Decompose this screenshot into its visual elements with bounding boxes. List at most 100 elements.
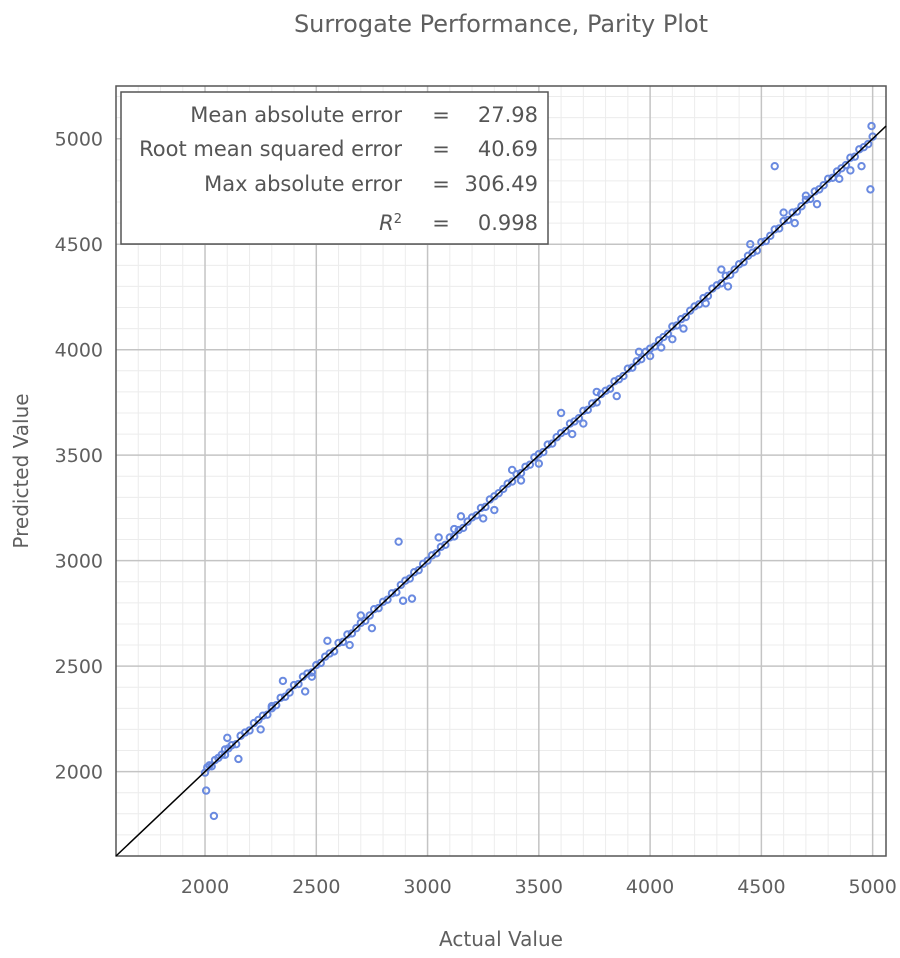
scatter-point [494,488,503,498]
scatter-point [605,384,615,393]
scatter-point [770,161,779,171]
scatter-point [347,629,357,638]
stat-equals: = [432,137,450,161]
scatter-point [254,715,263,725]
scatter-point [245,726,254,735]
scatter-point [592,387,601,397]
scatter-points [200,121,877,821]
scatter-point [850,152,860,161]
scatter-point [612,391,621,401]
scatter-point [525,460,535,469]
scatter-point [866,185,875,194]
x-tick-label: 3000 [403,876,451,898]
scatter-point [396,580,406,590]
scatter-point [668,334,677,344]
scatter-point [383,595,392,604]
scatter-point [387,589,397,598]
scatter-point [294,679,303,689]
scatter-point [779,208,788,217]
scatter-point [867,121,876,131]
scatter-point [628,363,637,372]
scatter-point [367,623,377,633]
stat-value: 27.98 [478,103,538,127]
scatter-point [201,786,211,795]
scatter-point [619,371,628,381]
scatter-point [450,524,459,534]
scatter-point [797,202,806,211]
scatter-point [547,439,557,448]
scatter-point [846,166,855,175]
chart-title: Surrogate Performance, Parity Plot [294,10,708,38]
x-tick-label: 4000 [626,876,674,898]
scatter-point [441,540,450,550]
scatter-point [481,502,490,512]
scatter-point [414,565,423,575]
x-axis-ticks: 2000 2500 3000 3500 4000 4500 5000 [181,876,897,898]
scatter-point [685,306,695,315]
scatter-point [307,672,317,681]
stat-value: 40.69 [478,137,538,161]
y-tick-label: 4000 [55,340,103,362]
scatter-point [801,191,811,200]
scatter-point [234,754,243,764]
x-tick-label: 4500 [737,876,785,898]
stat-label: Mean absolute error [190,103,402,127]
scatter-point [209,811,219,821]
scatter-point [207,762,216,771]
scatter-point [574,414,584,423]
scatter-point [657,343,666,352]
scatter-point [672,321,682,330]
scatter-point [701,299,710,308]
y-tick-label: 2000 [55,762,103,784]
stat-label: R2 [379,211,402,235]
scatter-point [227,741,236,750]
y-tick-label: 5000 [55,129,103,151]
x-tick-label: 2000 [181,876,229,898]
scatter-point [280,692,290,701]
scatter-point [679,324,688,333]
scatter-point [863,139,873,149]
scatter-point [423,556,432,565]
scatter-point [723,282,733,291]
scatter-point [792,207,802,216]
scatter-point [637,354,646,364]
scatter-point [345,640,354,650]
scatter-point [516,476,526,485]
stat-value: 0.998 [478,211,538,235]
x-tick-label: 2500 [292,876,340,898]
scatter-point [356,611,365,620]
scatter-point [534,459,544,468]
scatter-point [316,658,325,668]
scatter-point [717,279,726,288]
stat-value: 306.49 [465,172,538,196]
scatter-point [278,676,288,686]
stat-equals: = [432,211,450,235]
scatter-point [432,549,441,558]
scatter-point [458,523,468,533]
scatter-point [223,733,232,743]
y-tick-label: 3500 [55,445,103,467]
scatter-point [783,215,793,225]
scatter-point [507,465,517,475]
scatter-point [746,240,755,249]
scatter-point [739,257,748,267]
scatter-point [499,484,508,494]
scatter-point [361,616,370,625]
plot-area-frame [115,85,887,857]
stat-label: Root mean squared error [139,137,402,161]
scatter-point [790,218,799,228]
scatter-point [398,596,408,605]
scatter-point [730,265,739,274]
stat-equals: = [432,172,450,196]
scatter-point [539,447,548,457]
parity-line [115,125,887,857]
x-tick-label: 5000 [848,876,896,898]
scatter-point [835,174,844,184]
scatter-point [766,231,775,240]
scatter-point [717,265,726,274]
scatter-point [819,180,828,190]
y-axis-label: Predicted Value [9,393,33,548]
scatter-point [774,224,784,233]
stat-equals: = [432,103,450,127]
scatter-point [256,725,265,734]
